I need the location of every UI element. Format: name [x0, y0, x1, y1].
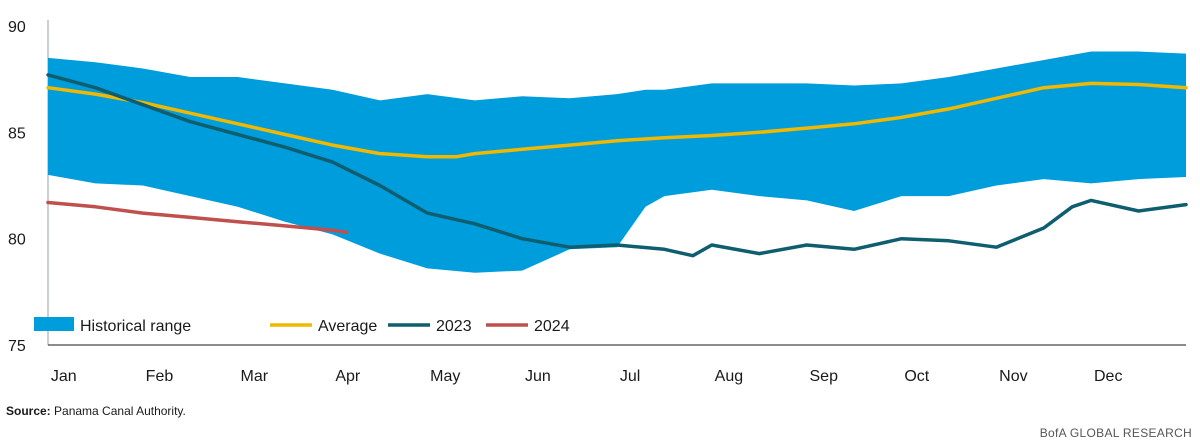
source-note: Source: Panama Canal Authority.: [6, 404, 186, 418]
x-tick-label-jun: Jun: [525, 368, 551, 385]
y-tick-label-80: 80: [8, 232, 26, 249]
x-tick-label-sep: Sep: [810, 368, 839, 385]
plot-area: [46, 51, 1188, 273]
source-text: Panama Canal Authority.: [50, 404, 186, 418]
series-2023-line: [46, 73, 1188, 258]
x-tick-label-aug: Aug: [715, 368, 743, 385]
series-average-line: [46, 81, 1188, 159]
legend-label-2024: 2024: [534, 318, 570, 335]
chart-svg: 75 80 85 90 Jan Feb Mar Apr May Jun Jul Aug Sep Oct No…: [8, 19, 1188, 385]
x-tick-label-apr: Apr: [335, 368, 361, 385]
legend-swatch-historical-range: [34, 317, 74, 331]
series-historical-range-band: [48, 51, 1186, 273]
legend: Historical range Average 2023 2024: [34, 317, 570, 335]
y-tick-label-90: 90: [8, 19, 26, 36]
x-tick-label-oct: Oct: [904, 368, 929, 385]
legend-label-2023: 2023: [436, 318, 472, 335]
source-label: Source:: [6, 404, 51, 418]
brand-label: BofA GLOBAL RESEARCH: [1039, 426, 1192, 440]
legend-label-average: Average: [318, 318, 377, 335]
x-tick-label-dec: Dec: [1094, 368, 1122, 385]
x-tick-label-may: May: [430, 368, 460, 385]
x-tick-label-jul: Jul: [620, 368, 640, 385]
x-tick-label-mar: Mar: [241, 368, 269, 385]
series-2024-line: [46, 200, 349, 235]
legend-label-historical-range: Historical range: [80, 318, 191, 335]
x-tick-label-nov: Nov: [999, 368, 1027, 385]
x-tick-label-jan: Jan: [51, 368, 77, 385]
y-tick-label-85: 85: [8, 125, 26, 142]
y-tick-label-75: 75: [8, 338, 26, 355]
x-tick-label-feb: Feb: [146, 368, 174, 385]
axes: 75 80 85 90 Jan Feb Mar Apr May Jun Jul Aug Sep Oct No…: [8, 19, 1186, 385]
